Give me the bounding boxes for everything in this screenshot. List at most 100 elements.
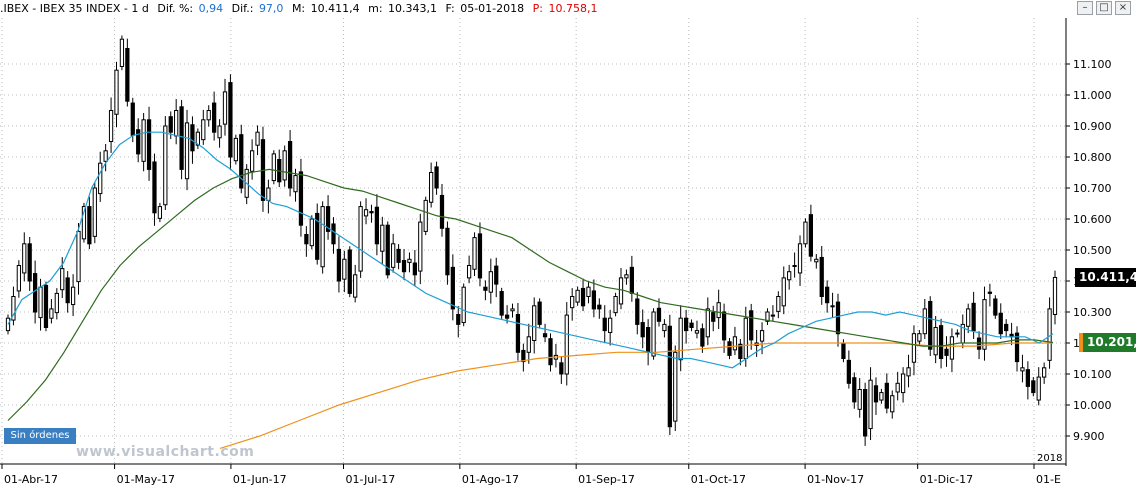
candle-body: [814, 258, 819, 263]
candle-body: [157, 206, 163, 219]
candle-body: [624, 274, 629, 279]
candle-body: [998, 312, 1003, 335]
candle-body: [548, 338, 553, 366]
y-tick-label: 10.300: [1073, 306, 1112, 319]
candle-body: [819, 256, 824, 298]
close-button[interactable]: ×: [1115, 1, 1131, 15]
candle-body: [353, 274, 358, 298]
candle-body: [575, 289, 580, 303]
candle-body: [43, 284, 49, 328]
candle-body: [618, 277, 624, 305]
candle-body: [499, 291, 504, 316]
candle-body: [174, 110, 179, 137]
candle-body: [743, 317, 748, 360]
candle-body: [749, 310, 754, 341]
minimize-button[interactable]: –: [1077, 1, 1093, 15]
candle-body: [993, 298, 998, 316]
candle-body: [1036, 376, 1041, 401]
candle-body: [407, 258, 412, 263]
candle-body: [477, 233, 483, 279]
candle-body: [900, 373, 906, 394]
candle-body: [586, 286, 591, 298]
candle-body: [347, 249, 352, 294]
candle-body: [152, 161, 157, 214]
candle-body: [944, 348, 949, 356]
year-marker: 2018: [1037, 453, 1062, 464]
candle-body: [640, 322, 645, 338]
dif-value: 97,0: [258, 2, 284, 15]
candle-body: [689, 322, 694, 329]
candle-body: [732, 336, 738, 351]
candle-body: [195, 131, 200, 146]
candle-body: [873, 385, 879, 403]
price-label: P:: [532, 2, 543, 15]
candle-body: [651, 311, 656, 357]
candle-body: [857, 389, 862, 410]
candle-body: [358, 206, 363, 272]
candle-body: [429, 172, 434, 203]
candle-body: [342, 258, 347, 280]
candle-body: [98, 162, 103, 195]
candle-body: [222, 91, 228, 125]
candle-body: [108, 110, 114, 142]
candle-body: [11, 296, 16, 321]
candle-body: [54, 292, 59, 314]
candle-body: [895, 382, 900, 393]
maximize-button[interactable]: □: [1096, 1, 1112, 15]
candle-body: [716, 302, 721, 319]
candle-body: [646, 327, 651, 353]
x-tick-label: 01-Oct-17: [691, 473, 746, 486]
candle-body: [1042, 367, 1047, 378]
candle-body: [363, 209, 369, 217]
candle-body: [949, 336, 955, 360]
candle-body: [396, 248, 401, 263]
x-tick-label: 01-Jul-17: [345, 473, 395, 486]
candle-body: [412, 262, 417, 276]
dif-pct-label: Dif. %:: [157, 2, 194, 15]
candle-body: [163, 125, 168, 206]
candle-body: [87, 206, 92, 245]
chart-header: .IBEX - IBEX 35 INDEX - 1 d Dif. %: 0,94…: [0, 0, 1060, 18]
candle-body: [320, 206, 325, 268]
candle-body: [304, 234, 309, 245]
candle-body: [759, 330, 765, 342]
candle-body: [559, 362, 564, 375]
candle-body: [70, 286, 76, 306]
candle-body: [825, 286, 830, 304]
sin-ordenes-badge[interactable]: Sin órdenes: [4, 428, 76, 444]
watermark: www.visualchart.com: [76, 444, 255, 460]
last-price-tag: 10.411,4: [1075, 268, 1136, 287]
candle-body: [228, 82, 233, 158]
candle-body: [201, 119, 206, 141]
max-value: 10.411,4: [310, 2, 360, 15]
candle-body: [1020, 367, 1025, 372]
min-label: m:: [368, 2, 383, 15]
candle-body: [879, 392, 884, 401]
candle-body: [705, 308, 710, 338]
candle-body: [982, 299, 987, 350]
y-tick-label: 11.100: [1073, 58, 1112, 71]
candle-body: [450, 266, 455, 310]
candle-body: [846, 359, 851, 384]
y-tick-label: 10.500: [1073, 244, 1112, 257]
x-tick-label: 01-E: [1036, 473, 1061, 486]
candle-body: [114, 69, 119, 115]
candle-body: [418, 221, 423, 272]
candle-body: [81, 206, 87, 240]
candle-body: [488, 271, 493, 293]
candle-body: [456, 313, 461, 325]
y-tick-label: 10.900: [1073, 120, 1112, 133]
candle-body: [5, 317, 11, 332]
candle-body: [580, 287, 586, 307]
candle-body: [76, 230, 81, 283]
x-tick-label: 01-Sep-17: [578, 473, 635, 486]
candle-body: [179, 106, 184, 170]
candle-body: [401, 260, 407, 273]
ma-mid-line: [7, 168, 1054, 421]
candle-body: [282, 150, 287, 181]
candle-body: [515, 313, 521, 353]
candle-body: [542, 333, 548, 338]
candle-body: [971, 302, 976, 332]
